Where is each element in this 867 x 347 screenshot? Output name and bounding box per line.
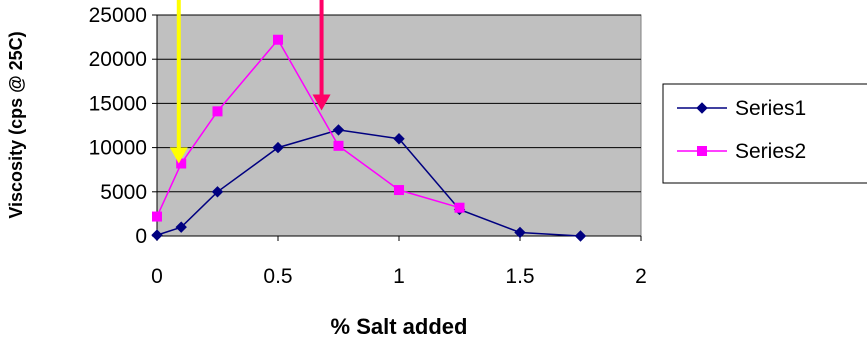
series-2-point (212, 106, 223, 117)
annotation-arrow-1 (169, 0, 188, 164)
annotation-arrow-2 (312, 0, 331, 111)
arrow-head (312, 94, 331, 111)
x-tick-label: 0.5 (263, 265, 292, 288)
series-1-point (514, 226, 526, 239)
series-1 (151, 124, 587, 242)
x-axis-title: % Salt added (331, 314, 468, 339)
legend-label: Series1 (735, 97, 806, 120)
arrow-head (169, 147, 188, 164)
plot-area (156, 14, 642, 237)
series-1-point (332, 124, 345, 136)
series (151, 34, 587, 242)
x-tick-label: 1.5 (505, 265, 534, 288)
y-tick-label: 10000 (89, 137, 147, 160)
series-1-point (175, 221, 187, 233)
series-1-point (151, 229, 163, 241)
y-tick-label: 0 (135, 225, 147, 248)
x-tick-label: 0 (151, 265, 163, 288)
legend: Series1 Series2 (662, 83, 867, 184)
series-2-point (333, 140, 344, 151)
y-tick-label: 25000 (89, 4, 147, 27)
series-2-point (152, 211, 162, 222)
x-tick-label: 1 (393, 265, 405, 288)
legend-label: Series2 (735, 140, 806, 163)
series-2-point (394, 185, 404, 196)
x-tick-label: 2 (635, 265, 647, 288)
legend-box (662, 83, 867, 184)
series-2-point (454, 202, 465, 213)
y-axis-title: Viscosity (cps @ 25C) (6, 31, 26, 218)
legend-marker (696, 102, 708, 114)
legend-marker (697, 146, 707, 156)
series-1-point (272, 141, 284, 154)
series-1-point (574, 230, 587, 242)
series-2-point (273, 34, 283, 45)
series-1-point (393, 133, 405, 145)
series-1-point (211, 186, 224, 198)
legend-item-series-2: Series2 (677, 140, 806, 163)
gridlines (157, 14, 641, 193)
annotations (169, 0, 331, 164)
x-axis-ticks: 0 0.5 1 1.5 2 (151, 236, 647, 288)
y-tick-label: 15000 (89, 92, 147, 115)
y-axis-ticks: 0 5000 10000 15000 20000 25000 (89, 4, 157, 248)
y-tick-label: 20000 (89, 48, 147, 71)
y-tick-label: 5000 (100, 181, 147, 204)
legend-item-series-1: Series1 (677, 97, 806, 120)
